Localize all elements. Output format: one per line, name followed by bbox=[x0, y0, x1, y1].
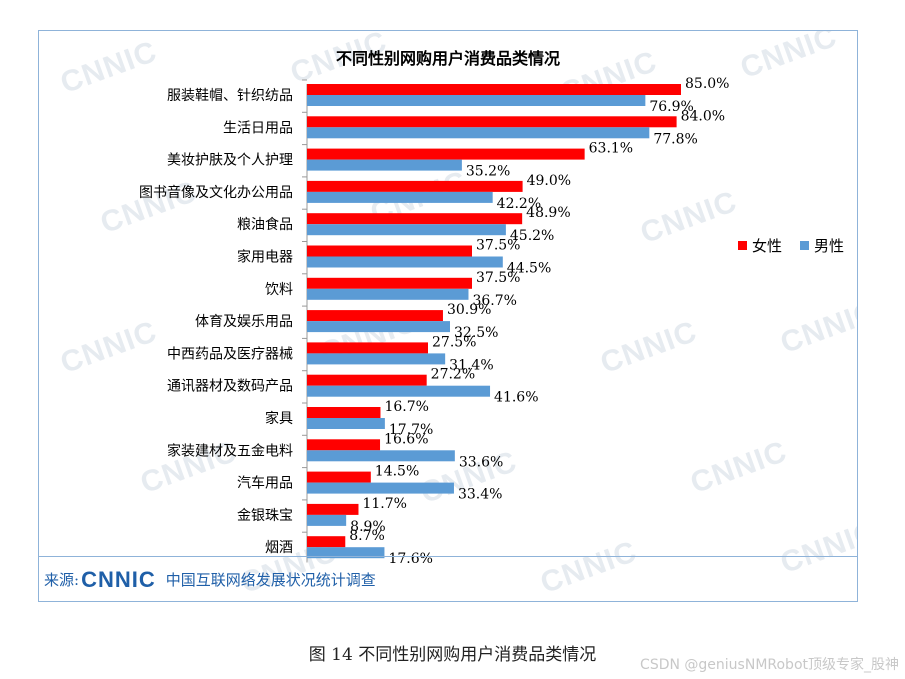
bar-male bbox=[307, 191, 493, 203]
chart-title: 不同性别网购用户消费品类情况 bbox=[336, 49, 560, 68]
legend-label: 男性 bbox=[814, 237, 844, 255]
bar-female bbox=[307, 245, 472, 257]
bar-male bbox=[307, 418, 385, 429]
bar-male bbox=[307, 353, 446, 365]
category-label: 烟酒 bbox=[265, 540, 293, 556]
bar-female bbox=[307, 471, 371, 483]
category-label: 美妆护肤及个人护理 bbox=[167, 153, 293, 169]
category-label: 服装鞋帽、针织纺品 bbox=[167, 88, 293, 104]
bar-male bbox=[307, 224, 506, 236]
data-label: 85.0% bbox=[685, 76, 729, 92]
bar-female bbox=[307, 180, 523, 192]
category-label: 家用电器 bbox=[237, 249, 293, 266]
bar-female bbox=[307, 439, 381, 451]
data-label: 36.7% bbox=[472, 293, 516, 309]
category-label: 金银珠宝 bbox=[237, 508, 293, 524]
category-label: 饮料 bbox=[265, 282, 293, 298]
bar-male bbox=[307, 450, 455, 462]
data-label: 32.5% bbox=[454, 325, 498, 341]
bar-male bbox=[307, 547, 385, 559]
bar-male bbox=[307, 385, 491, 397]
data-label: 76.9% bbox=[649, 99, 693, 115]
category-label: 体育及娱乐用品 bbox=[195, 314, 293, 330]
bar-male bbox=[307, 95, 646, 106]
bar-female bbox=[307, 407, 381, 418]
figure-caption: 图 14 不同性别网购用户消费品类情况 bbox=[308, 645, 597, 665]
data-label: 37.5% bbox=[476, 270, 520, 286]
data-label: 77.8% bbox=[653, 131, 697, 147]
bar-male bbox=[307, 321, 450, 333]
data-label: 14.5% bbox=[375, 464, 419, 480]
data-label: 42.2% bbox=[497, 196, 541, 212]
category-label: 家具 bbox=[265, 410, 293, 427]
source-bar: 来源: CNNIC 中国互联网络发展状况统计调查 bbox=[38, 556, 858, 602]
bar-female bbox=[307, 374, 427, 386]
data-label: 49.0% bbox=[527, 173, 571, 189]
bar-female bbox=[307, 503, 359, 515]
data-label: 37.5% bbox=[476, 238, 520, 254]
bar-male bbox=[307, 482, 454, 494]
legend-swatch bbox=[800, 241, 809, 250]
bar-female bbox=[307, 310, 443, 322]
category-label: 图书音像及文化办公用品 bbox=[139, 184, 293, 201]
data-label: 41.6% bbox=[494, 390, 538, 406]
data-label: 27.5% bbox=[432, 334, 476, 350]
legend-label: 女性 bbox=[752, 237, 782, 255]
data-label: 8.9% bbox=[350, 519, 386, 535]
bar-male bbox=[307, 127, 650, 139]
bar-female bbox=[307, 84, 681, 95]
data-label: 8.7% bbox=[349, 528, 385, 544]
category-label: 汽车用品 bbox=[237, 475, 293, 492]
category-label: 通讯器材及数码产品 bbox=[167, 379, 293, 395]
bar-female bbox=[307, 116, 677, 128]
data-label: 16.6% bbox=[384, 431, 428, 447]
bar-female bbox=[307, 536, 346, 548]
category-label: 粮油食品 bbox=[237, 216, 293, 233]
data-label: 48.9% bbox=[526, 205, 570, 221]
data-label: 35.2% bbox=[466, 164, 510, 180]
data-label: 27.2% bbox=[431, 367, 475, 383]
bar-female bbox=[307, 213, 523, 225]
category-label: 中西药品及医疗器械 bbox=[167, 346, 293, 362]
data-label: 17.6% bbox=[388, 551, 432, 567]
bar-male bbox=[307, 256, 503, 268]
category-label: 家装建材及五金电料 bbox=[167, 442, 293, 459]
legend-swatch bbox=[738, 241, 747, 250]
data-label: 17.7% bbox=[389, 422, 433, 438]
data-label: 30.9% bbox=[447, 302, 491, 318]
source-label: 来源: bbox=[44, 571, 80, 589]
data-label: 63.1% bbox=[589, 141, 633, 157]
bar-male bbox=[307, 288, 469, 300]
data-label: 84.0% bbox=[681, 108, 725, 124]
bar-male bbox=[307, 159, 462, 171]
credit-text: CSDN @geniusNMRobot顶级专家_股神 bbox=[640, 657, 899, 673]
bar-female bbox=[307, 277, 472, 289]
bar-female bbox=[307, 148, 585, 160]
cnnic-logo: CNNIC bbox=[81, 566, 156, 592]
bar-male bbox=[307, 514, 347, 526]
category-label: 生活日用品 bbox=[223, 120, 293, 136]
data-label: 33.4% bbox=[458, 487, 502, 503]
data-label: 11.7% bbox=[362, 496, 406, 512]
data-label: 33.6% bbox=[459, 454, 503, 470]
data-label: 45.2% bbox=[510, 228, 554, 244]
data-label: 31.4% bbox=[449, 357, 493, 373]
data-label: 16.7% bbox=[384, 399, 428, 415]
bar-female bbox=[307, 342, 428, 354]
source-text: 中国互联网络发展状况统计调查 bbox=[165, 571, 376, 589]
data-label: 44.5% bbox=[507, 261, 551, 277]
